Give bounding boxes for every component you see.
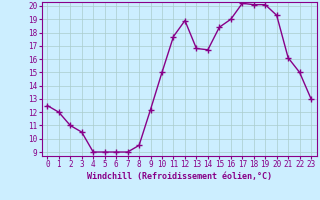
X-axis label: Windchill (Refroidissement éolien,°C): Windchill (Refroidissement éolien,°C) [87, 172, 272, 181]
